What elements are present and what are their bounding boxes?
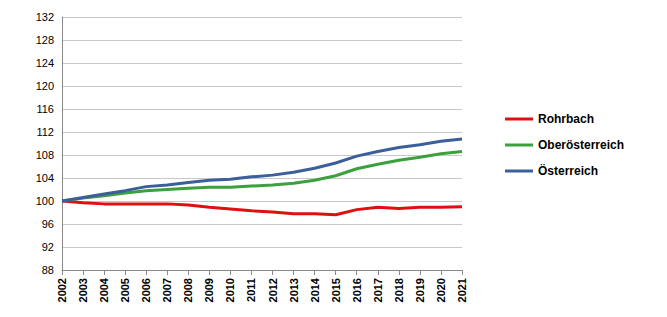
svg-text:100: 100 — [36, 195, 54, 207]
svg-text:2002: 2002 — [56, 278, 68, 302]
svg-text:88: 88 — [42, 264, 54, 276]
svg-text:132: 132 — [36, 11, 54, 23]
svg-text:Rohrbach: Rohrbach — [538, 112, 594, 126]
svg-text:104: 104 — [36, 172, 54, 184]
svg-text:2020: 2020 — [435, 278, 447, 302]
svg-text:2014: 2014 — [309, 277, 321, 302]
svg-text:2005: 2005 — [119, 278, 131, 302]
svg-text:2019: 2019 — [414, 278, 426, 302]
svg-text:120: 120 — [36, 80, 54, 92]
svg-text:96: 96 — [42, 218, 54, 230]
svg-text:2011: 2011 — [245, 278, 257, 302]
svg-text:108: 108 — [36, 149, 54, 161]
svg-text:Österreich: Österreich — [538, 163, 598, 178]
svg-text:2004: 2004 — [98, 277, 110, 302]
svg-text:116: 116 — [36, 103, 54, 115]
svg-text:2007: 2007 — [161, 278, 173, 302]
svg-text:124: 124 — [36, 57, 54, 69]
svg-text:2012: 2012 — [267, 278, 279, 302]
svg-text:128: 128 — [36, 34, 54, 46]
svg-text:Oberösterreich: Oberösterreich — [538, 138, 624, 152]
svg-text:2018: 2018 — [393, 278, 405, 302]
svg-text:2009: 2009 — [203, 278, 215, 302]
svg-text:2010: 2010 — [224, 278, 236, 302]
svg-text:92: 92 — [42, 241, 54, 253]
svg-text:2016: 2016 — [351, 278, 363, 302]
svg-text:2003: 2003 — [77, 278, 89, 302]
svg-text:2015: 2015 — [330, 278, 342, 302]
svg-text:112: 112 — [36, 126, 54, 138]
svg-text:2006: 2006 — [140, 278, 152, 302]
svg-text:2017: 2017 — [372, 278, 384, 302]
svg-text:2008: 2008 — [182, 278, 194, 302]
svg-text:2021: 2021 — [456, 278, 468, 302]
svg-text:2013: 2013 — [288, 278, 300, 302]
